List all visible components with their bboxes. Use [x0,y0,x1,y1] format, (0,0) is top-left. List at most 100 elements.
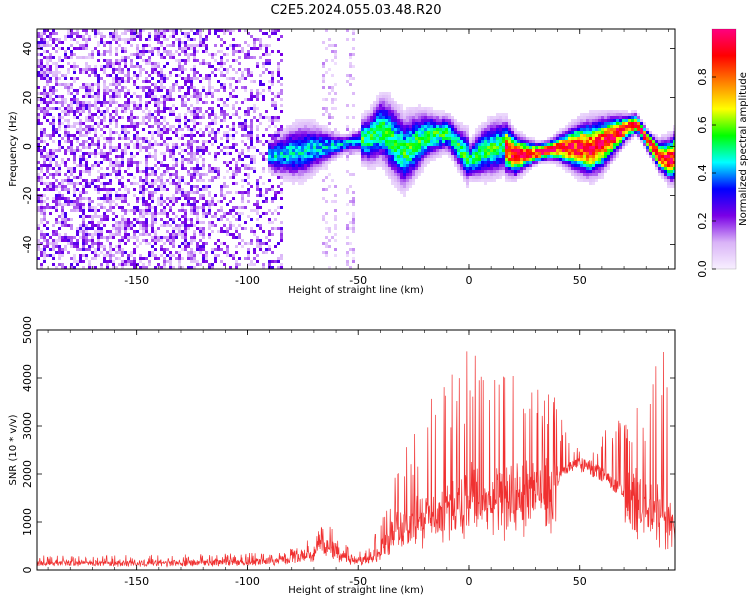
spectrogram-cell [232,254,235,257]
spectrogram-cell [196,32,199,35]
spectrogram-cell [208,266,211,269]
spectrogram-cell [319,164,322,167]
spectrogram-cell [115,158,118,161]
spectrogram-cell [232,77,235,80]
spectrogram-cell [67,179,70,182]
spectrogram-cell [229,32,232,35]
spectrogram-cell [316,167,319,170]
spectrogram-cell [487,149,490,152]
spectrogram-cell [118,116,121,119]
spectrogram-cell [217,89,220,92]
spectrogram-cell [118,83,121,86]
spectrogram-cell [142,80,145,83]
spectrogram-cell [67,47,70,50]
spectrogram-cell [211,95,214,98]
spectrogram-cell [178,188,181,191]
spectrogram-cell [316,134,319,137]
spectrogram-cell [466,161,469,164]
spectrogram-cell [280,128,283,131]
spectrogram-cell [37,44,40,47]
spectrogram-cell [184,182,187,185]
spectrogram-cell [466,176,469,179]
spectrogram-cell [73,206,76,209]
spectrogram-cell [241,149,244,152]
spectrogram-cell [520,146,523,149]
spectrogram-cell [277,191,280,194]
spectrogram-cell [91,137,94,140]
spectrogram-cell [73,167,76,170]
spectrogram-cell [82,206,85,209]
spectrogram-cell [424,137,427,140]
spectrogram-cell [73,62,76,65]
spectrogram-cell [214,68,217,71]
spectrogram-cell [58,128,61,131]
spectrogram-cell [190,95,193,98]
spectrogram-cell [427,152,430,155]
spectrogram-cell [214,257,217,260]
spectrogram-cell [472,134,475,137]
spectrogram-cell [439,155,442,158]
spectrogram-cell [427,137,430,140]
spectrogram-cell [205,242,208,245]
spectrogram-cell [52,248,55,251]
spectrogram-cell [286,134,289,137]
spectrogram-cell [40,59,43,62]
spectrogram-cell [175,257,178,260]
spectrogram-cell [100,149,103,152]
spectrogram-cell [427,149,430,152]
spectrogram-cell [400,110,403,113]
spectrogram-cell [115,224,118,227]
spectrogram-cell [478,173,481,176]
spectrogram-cell [250,155,253,158]
spectrogram-cell [40,62,43,65]
spectrogram-cell [91,221,94,224]
spectrogram-cell [280,125,283,128]
spectrogram-cell [310,137,313,140]
spectrogram-cell [55,266,58,269]
spectrogram-cell [403,146,406,149]
spectrogram-cell [466,152,469,155]
spectrogram-cell [112,80,115,83]
spectrogram-cell [73,134,76,137]
spectrogram-cell [151,254,154,257]
spectrogram-cell [175,83,178,86]
spectrogram-cell [157,119,160,122]
spectrogram-cell [346,212,349,215]
spectrogram-cell [184,149,187,152]
spectrogram-cell [160,32,163,35]
spectrogram-cell [46,71,49,74]
spectrogram-cell [196,260,199,263]
spectrogram-cell [280,170,283,173]
spectrogram-cell [442,113,445,116]
spectrogram-cell [355,131,358,134]
spectrogram-cell [121,209,124,212]
spectrogram-cell [274,140,277,143]
spectrogram-cell [79,176,82,179]
spectrogram-cell [190,212,193,215]
spectrogram-cell [142,53,145,56]
spectrogram-cell [160,194,163,197]
spectrogram-cell [136,152,139,155]
spectrogram-cell [109,62,112,65]
spectrogram-cell [352,218,355,221]
spectrogram-cell [121,149,124,152]
spectrogram-cell [271,32,274,35]
spectrogram-cell [385,152,388,155]
spectrogram-cell [109,179,112,182]
spectrogram-cell [211,179,214,182]
spectrogram-cell [271,173,274,176]
spectrogram-cell [394,158,397,161]
spectrogram-cell [289,137,292,140]
spectrogram-cell [265,32,268,35]
spectrogram-cell [424,146,427,149]
spectrogram-cell [145,146,148,149]
spectrogram-cell [247,125,250,128]
spectrogram-cell [151,194,154,197]
spectrogram-cell [274,29,277,32]
spectrogram-cell [151,218,154,221]
spectrogram-cell [235,149,238,152]
spectrogram-cell [286,140,289,143]
spectrogram-cell [352,65,355,68]
spectrogram-cell [121,104,124,107]
spectrogram-cell [76,233,79,236]
